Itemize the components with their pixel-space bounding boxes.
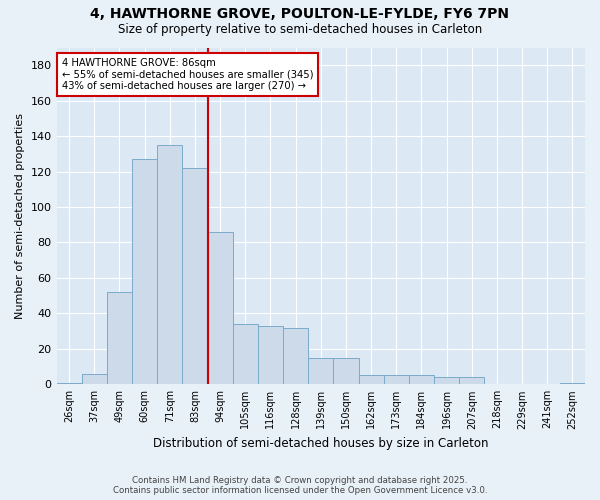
- Text: Size of property relative to semi-detached houses in Carleton: Size of property relative to semi-detach…: [118, 22, 482, 36]
- Y-axis label: Number of semi-detached properties: Number of semi-detached properties: [15, 113, 25, 319]
- Bar: [459, 377, 484, 384]
- Bar: [82, 374, 107, 384]
- Bar: [233, 324, 258, 384]
- Bar: [560, 382, 585, 384]
- Bar: [434, 377, 459, 384]
- Bar: [182, 168, 208, 384]
- Bar: [56, 382, 82, 384]
- Bar: [208, 232, 233, 384]
- Bar: [409, 376, 434, 384]
- Bar: [258, 326, 283, 384]
- Text: Contains HM Land Registry data © Crown copyright and database right 2025.
Contai: Contains HM Land Registry data © Crown c…: [113, 476, 487, 495]
- Text: 4, HAWTHORNE GROVE, POULTON-LE-FYLDE, FY6 7PN: 4, HAWTHORNE GROVE, POULTON-LE-FYLDE, FY…: [91, 8, 509, 22]
- Bar: [308, 358, 334, 384]
- Bar: [107, 292, 132, 384]
- Bar: [359, 376, 383, 384]
- Bar: [157, 145, 182, 384]
- Bar: [283, 328, 308, 384]
- X-axis label: Distribution of semi-detached houses by size in Carleton: Distribution of semi-detached houses by …: [153, 437, 488, 450]
- Bar: [132, 159, 157, 384]
- Bar: [334, 358, 359, 384]
- Text: 4 HAWTHORNE GROVE: 86sqm
← 55% of semi-detached houses are smaller (345)
43% of : 4 HAWTHORNE GROVE: 86sqm ← 55% of semi-d…: [62, 58, 313, 91]
- Bar: [383, 376, 409, 384]
